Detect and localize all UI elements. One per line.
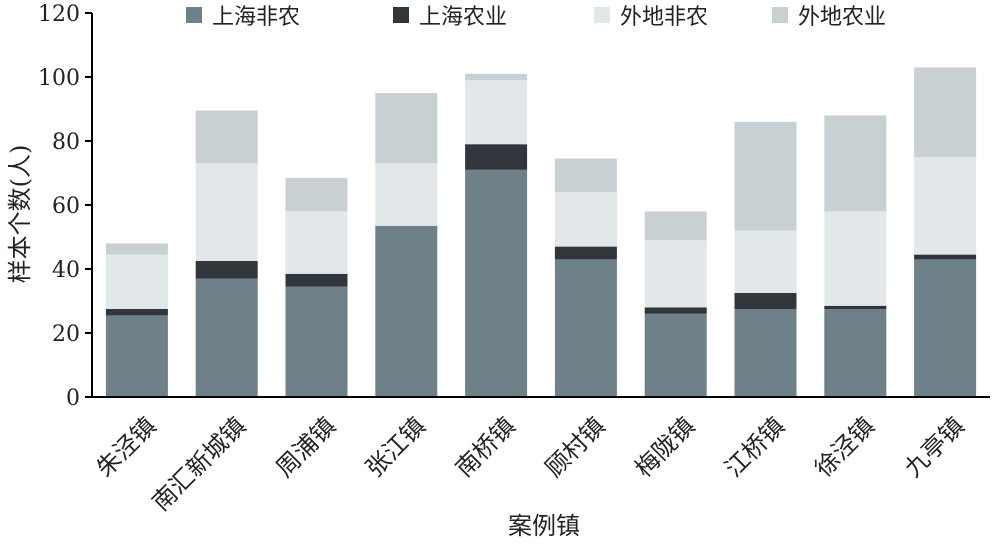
bar-segment-4-3 [285,177,348,212]
y-axis-title: 样本个数(人) [6,145,34,284]
y-tick-label: 120 [38,2,80,27]
y-tick-label: 0 [66,386,80,411]
bar-segment-4-2 [195,110,258,164]
x-tick-label: 徐泾镇 [809,412,880,483]
legend-label-2: 上海农业 [419,5,507,30]
bars [105,67,977,397]
bar-segment-3-4 [375,163,438,226]
bar-segment-3-6 [554,192,617,247]
bar-segment-2-3 [285,273,348,287]
bar-segment-3-10 [914,157,977,255]
bar-segment-2-9 [824,305,887,309]
bar-segment-3-8 [734,230,797,293]
bar-segment-1-3 [285,286,348,397]
bar-segment-4-5 [465,73,528,81]
x-tick-label: 梅陇镇 [630,412,701,483]
x-tick-label: 顾村镇 [540,412,611,483]
bar-segment-2-5 [465,144,528,170]
bar-segment-4-10 [914,67,977,157]
bar-segment-2-2 [195,261,258,279]
bar-segment-2-7 [644,307,707,314]
bar-segment-3-1 [105,254,168,309]
bar-segment-2-10 [914,254,977,260]
bar-segment-3-9 [824,211,887,306]
y-tick-label: 40 [52,258,80,283]
bar-segment-4-9 [824,115,887,212]
bar-segment-1-8 [734,309,797,397]
bar-segment-1-4 [375,225,438,397]
bar-segment-3-5 [465,80,528,145]
legend-label-3: 外地非农 [620,5,708,30]
bar-segment-4-1 [105,243,168,255]
bar-segment-2-6 [554,246,617,260]
bar-segment-2-1 [105,309,168,316]
x-tick-label: 南汇新城镇 [147,412,252,517]
bar-segment-4-8 [734,121,797,231]
bar-segment-3-3 [285,211,348,274]
x-tick-label: 周浦镇 [270,412,341,483]
bar-segment-1-10 [914,259,977,397]
bar-segment-1-7 [644,313,707,397]
bar-segment-1-1 [105,315,168,397]
y-axis: 0 20 40 60 80 100 120 [38,2,93,411]
x-tick-label: 张江镇 [360,412,431,483]
legend-swatch-4 [772,7,788,23]
x-axis-title: 案例镇 [508,512,580,540]
x-tick-label: 九亭镇 [899,412,970,483]
bar-segment-1-6 [554,259,617,397]
bar-segment-3-7 [644,240,707,308]
x-tick-label: 江桥镇 [719,412,790,483]
bar-segment-4-7 [644,211,707,241]
bar-segment-2-8 [734,293,797,309]
y-tick-label: 60 [52,194,80,219]
bar-segment-1-9 [824,309,887,397]
legend-label-4: 外地农业 [798,5,886,30]
legend-swatch-3 [594,7,610,23]
bar-segment-4-6 [554,158,617,193]
y-tick-label: 20 [52,322,80,347]
legend-swatch-2 [393,7,409,23]
x-tick-label: 南桥镇 [450,412,521,483]
legend: 上海非农 上海农业 外地非农 外地农业 [186,5,886,30]
bar-segment-4-4 [375,93,438,164]
bar-segment-1-5 [465,169,528,397]
y-tick-label: 80 [52,130,80,155]
x-tick-label: 朱泾镇 [91,412,162,483]
bar-segment-3-2 [195,163,258,261]
legend-swatch-1 [186,7,202,23]
legend-label-1: 上海非农 [212,5,300,30]
y-tick-label: 100 [38,66,80,91]
bar-segment-1-2 [195,278,258,397]
